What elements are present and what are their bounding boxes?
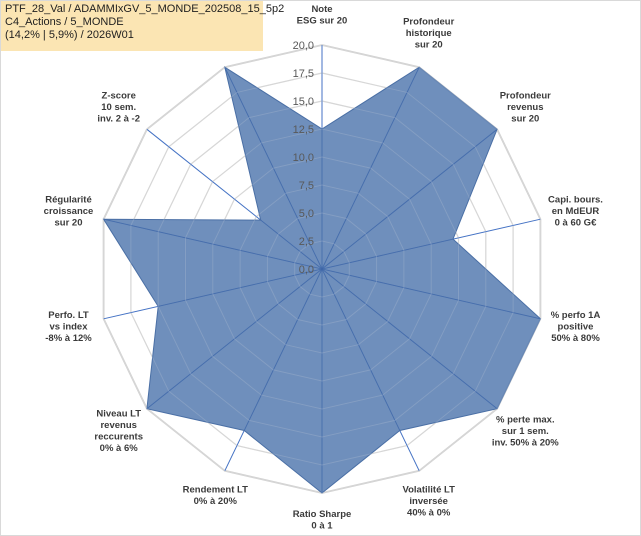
axis-label: Profondeur revenus sur 20 — [500, 90, 551, 124]
axis-label: Régularité croissance sur 20 — [44, 195, 94, 229]
tick-label: 15,0 — [293, 96, 314, 108]
series-spoke — [321, 67, 420, 270]
axis-label-line: revenus — [100, 420, 136, 431]
axis-label-line: Niveau LT — [96, 409, 141, 420]
axis-label: Ratio Sharpe 0 à 1 — [293, 509, 352, 532]
axis-label: Rendement LT 0% à 20% — [183, 484, 248, 507]
axis-label-line: croissance — [44, 206, 94, 217]
series-spoke — [243, 268, 323, 431]
series-spoke — [224, 67, 323, 270]
axis-label-line: 0% à 6% — [100, 443, 139, 454]
grid-ring-overlay — [157, 100, 487, 438]
series-spoke — [158, 268, 323, 307]
chart-subtitle: C4_Actions / 5_MONDE — [5, 16, 124, 28]
series-spoke — [103, 218, 323, 270]
axis-label-line: 40% à 0% — [407, 507, 451, 518]
axis-label-line: inversée — [409, 496, 448, 507]
series-spoke — [146, 268, 323, 410]
chart-title: PTF_28_Val / ADAMMIxGV_5_MONDE_202508_15… — [5, 3, 285, 15]
tick-label: 7,5 — [299, 180, 314, 192]
axis-label-line: Régularité — [45, 195, 91, 206]
axis-label-line: 10 sem. — [101, 102, 136, 113]
series-spoke — [260, 219, 323, 270]
axis-label-line: inv. 2 à -2 — [97, 113, 140, 124]
grid-ring-overlay — [103, 44, 541, 494]
axis-label-line: Perfo. LT — [48, 310, 89, 321]
axis-label-line: Capi. bours. — [548, 195, 603, 206]
axis-label-line: -8% à 12% — [45, 333, 92, 344]
series-spoke — [321, 238, 454, 270]
grid-ring-overlay — [130, 72, 514, 466]
axis-label: Perfo. LT vs index -8% à 12% — [45, 310, 92, 344]
series-spoke — [321, 128, 498, 270]
grid-ring-overlay — [185, 128, 459, 410]
axis-label-line: Profondeur — [403, 17, 454, 28]
axis-label: Note ESG sur 20 — [297, 4, 348, 27]
series-spoke — [321, 268, 401, 431]
axis-label: Z-score 10 sem. inv. 2 à -2 — [97, 90, 140, 124]
tick-label: 5,0 — [299, 208, 314, 220]
chart-info-box: PTF_28_Val / ADAMMIxGV_5_MONDE_202508_15… — [1, 1, 285, 51]
grid-ring-overlay — [266, 212, 378, 326]
axis-label-line: Ratio Sharpe — [293, 509, 352, 520]
axis-label-line: reccurents — [94, 432, 143, 443]
series-spoke — [321, 268, 541, 320]
axis-label-line: sur 20 — [415, 40, 443, 51]
tick-label: 2,5 — [299, 236, 314, 248]
axis-label-line: 0 à 60 G€ — [555, 218, 597, 229]
axis-label-line: historique — [406, 28, 452, 39]
tick-label: 12,5 — [293, 124, 314, 136]
axis-label-line: Rendement LT — [183, 484, 248, 495]
axis-label-line: ESG sur 20 — [297, 15, 348, 26]
axis-label-line: Z-score — [102, 90, 136, 101]
axis-label: % perfo 1A positive 50% à 80% — [551, 310, 601, 344]
grid-ring-overlay — [294, 240, 350, 298]
axis-label-line: revenus — [507, 102, 543, 113]
tick-label: 17,5 — [293, 68, 314, 80]
axis-label-line: 50% à 80% — [551, 333, 600, 344]
axis-label-line: positive — [558, 322, 594, 333]
axis-label-line: % perfo 1A — [551, 310, 601, 321]
tick-label: 10,0 — [293, 152, 314, 164]
chart-period: (14,2% | 5,9%) / 2026W01 — [5, 29, 134, 41]
axis-label-line: sur 1 sem. — [502, 426, 549, 437]
axis-label-line: sur 20 — [511, 113, 539, 124]
axis-label-line: 0% à 20% — [194, 496, 238, 507]
grid-ring-overlay — [239, 184, 405, 354]
axis-label-line: Profondeur — [500, 90, 551, 101]
axis-label: Capi. bours. en MdEUR 0 à 60 G€ — [548, 195, 603, 229]
axis-label-line: Note — [311, 4, 332, 15]
axis-label-line: Volatilité LT — [402, 484, 455, 495]
tick-label: 20,0 — [293, 40, 314, 52]
axis-label-line: 0 à 1 — [311, 520, 333, 531]
tick-label: 0,0 — [299, 264, 314, 276]
axis-label: Volatilité LT inversée 40% à 0% — [402, 484, 455, 518]
grid-ring-overlay — [212, 156, 432, 382]
series-spoke — [321, 268, 498, 410]
axis-label: Niveau LT revenus reccurents 0% à 6% — [94, 409, 143, 455]
axis-label-line: vs index — [49, 322, 88, 333]
axis-label: % perte max. sur 1 sem. inv. 50% à 20% — [492, 415, 559, 449]
axis-label-line: % perte max. — [496, 415, 555, 426]
axis-label-line: sur 20 — [55, 218, 83, 229]
axis-label-line: inv. 50% à 20% — [492, 438, 559, 449]
axis-label-line: en MdEUR — [552, 206, 600, 217]
axis-label: Profondeur historique sur 20 — [403, 17, 454, 51]
